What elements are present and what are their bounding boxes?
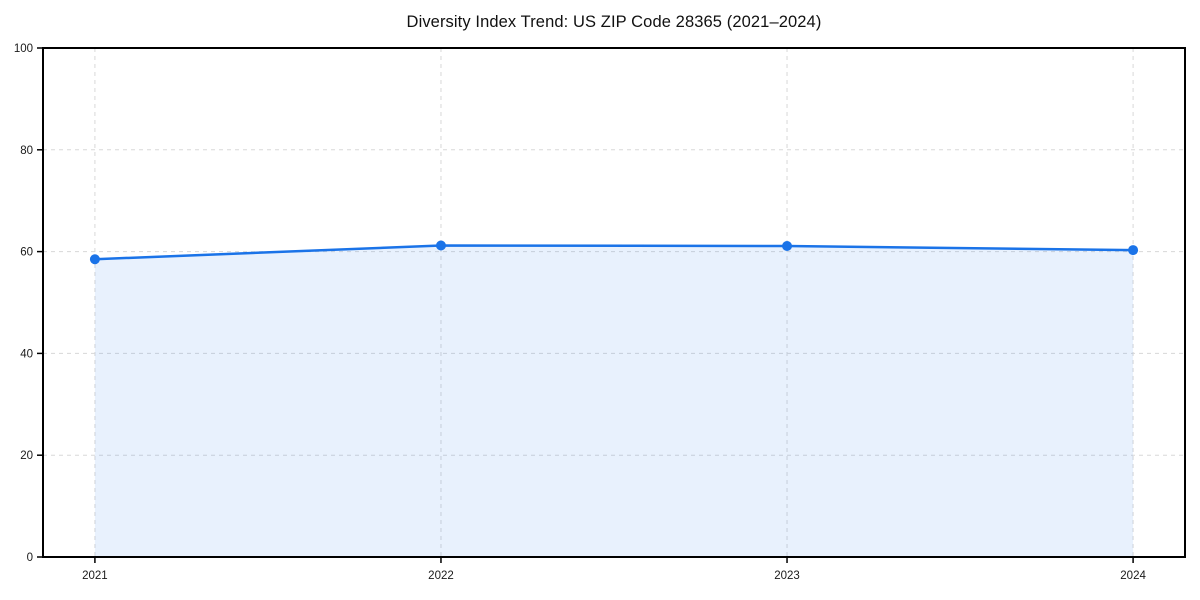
data-point-marker [435,240,446,251]
data-point-marker [89,254,100,265]
data-point-marker [1128,245,1139,256]
y-tick-label: 20 [20,450,33,462]
plot-border [42,47,1186,558]
data-point-marker [782,241,793,252]
y-tick-label: 40 [20,348,33,360]
x-tick-label: 2024 [1120,570,1146,582]
y-tick-label: 100 [14,43,33,55]
trend-line [93,244,1135,261]
y-tick-label: 80 [20,145,33,157]
x-tick-label: 2023 [774,570,800,582]
x-tick-label: 2021 [82,570,108,582]
area-fill [94,245,1134,557]
x-tick-label: 2022 [428,570,454,582]
y-tick-label: 60 [20,247,33,259]
y-tick-label: 0 [27,552,33,564]
chart-title: Diversity Index Trend: US ZIP Code 28365… [406,13,822,31]
